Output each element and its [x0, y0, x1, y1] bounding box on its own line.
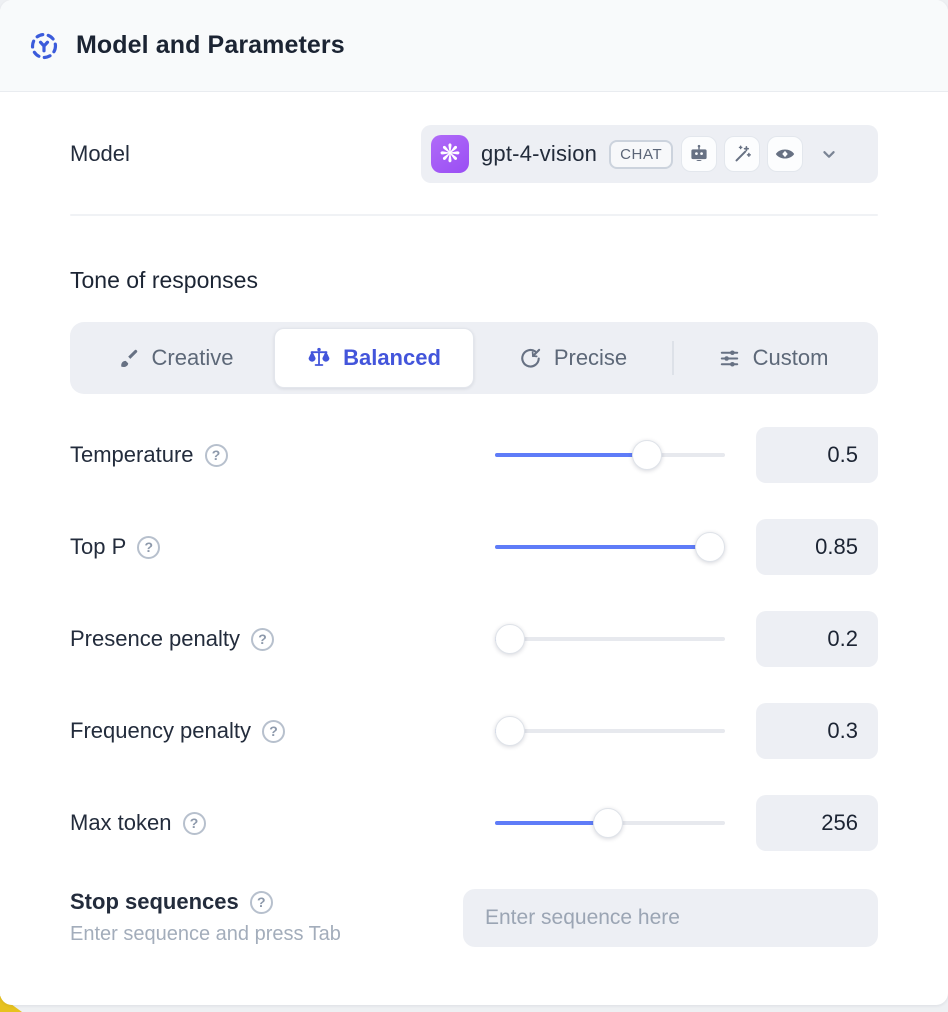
param-row-top-p: Top P ? 0.85 — [70, 501, 878, 593]
vision-eye-icon — [767, 136, 804, 172]
help-icon[interactable]: ? — [204, 443, 228, 467]
presence-penalty-slider[interactable] — [495, 624, 725, 654]
help-icon[interactable]: ? — [249, 890, 273, 914]
stop-sequences-label: Stop sequences — [70, 889, 239, 914]
param-label: Max token — [70, 810, 172, 835]
param-row-presence-penalty: Presence penalty ? 0.2 — [70, 593, 878, 685]
top-p-value[interactable]: 0.85 — [756, 519, 878, 575]
slider-thumb[interactable] — [495, 624, 525, 654]
balance-scale-icon — [307, 346, 331, 370]
param-row-frequency-penalty: Frequency penalty ? 0.3 — [70, 685, 878, 777]
selected-model-name: gpt-4-vision — [481, 141, 598, 166]
robot-icon — [681, 136, 718, 172]
help-icon[interactable]: ? — [251, 627, 274, 651]
tone-option-label: Precise — [553, 345, 628, 370]
slider-thumb[interactable] — [631, 440, 662, 470]
slider-thumb[interactable] — [592, 808, 623, 838]
param-label: Presence penalty — [70, 626, 240, 651]
model-label: Model — [70, 141, 130, 166]
temperature-slider[interactable] — [495, 440, 725, 470]
target-icon — [519, 347, 542, 370]
tone-option-creative[interactable]: Creative — [76, 328, 274, 388]
tone-option-label: Creative — [151, 345, 234, 370]
param-label: Temperature — [70, 442, 194, 467]
parameter-list: Temperature ? 0.5 Top P ? 0.85 — [70, 409, 878, 869]
slider-thumb[interactable] — [695, 532, 725, 562]
param-label: Frequency penalty — [70, 718, 251, 743]
stop-sequences-row: Stop sequences ? Enter sequence and pres… — [70, 889, 878, 947]
max-token-slider[interactable] — [495, 808, 725, 838]
param-row-max-token: Max token ? 256 — [70, 777, 878, 869]
frequency-penalty-value[interactable]: 0.3 — [756, 703, 878, 759]
stop-sequence-input[interactable] — [463, 889, 878, 947]
sliders-icon — [718, 347, 741, 370]
max-token-value[interactable]: 256 — [756, 795, 878, 851]
frequency-penalty-slider[interactable] — [495, 716, 725, 746]
temperature-value[interactable]: 0.5 — [756, 427, 878, 483]
model-select-dropdown[interactable]: ❋ gpt-4-vision CHAT — [421, 125, 878, 183]
chevron-down-icon — [818, 143, 840, 165]
param-row-temperature: Temperature ? 0.5 — [70, 409, 878, 501]
top-p-slider[interactable] — [495, 532, 725, 562]
slider-thumb[interactable] — [495, 716, 525, 746]
tone-heading: Tone of responses — [70, 267, 258, 293]
panel-header: Model and Parameters — [0, 0, 948, 92]
tone-option-balanced[interactable]: Balanced — [274, 328, 474, 388]
openai-logo: ❋ — [431, 135, 469, 173]
paintbrush-icon — [117, 347, 140, 370]
help-icon[interactable]: ? — [137, 535, 161, 559]
chat-type-badge: CHAT — [609, 139, 674, 169]
help-icon[interactable]: ? — [182, 811, 206, 835]
model-row: Model ❋ gpt-4-vision CHAT — [70, 125, 878, 183]
tone-divider — [672, 341, 674, 375]
help-icon[interactable]: ? — [262, 719, 285, 743]
model-hub-icon — [28, 30, 60, 62]
tone-option-label: Balanced — [343, 345, 441, 370]
tone-option-precise[interactable]: Precise — [474, 328, 672, 388]
tone-option-custom[interactable]: Custom — [674, 328, 872, 388]
presence-penalty-value[interactable]: 0.2 — [756, 611, 878, 667]
page-title: Model and Parameters — [76, 31, 345, 59]
stop-sequences-hint: Enter sequence and press Tab — [70, 923, 341, 945]
tone-option-label: Custom — [752, 345, 829, 370]
magic-wand-icon — [724, 136, 761, 172]
tone-segmented-control: Creative Balanced — [70, 322, 878, 394]
param-label: Top P — [70, 534, 127, 559]
section-divider — [70, 214, 878, 216]
